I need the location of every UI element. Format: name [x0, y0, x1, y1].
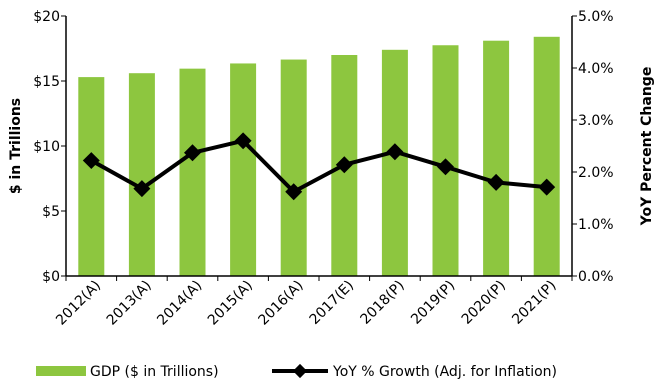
left-tick-label: $5: [42, 204, 60, 220]
left-tick-label: $10: [33, 139, 60, 155]
growth-point-marker: [538, 178, 556, 196]
right-tick-label: 2.0%: [578, 165, 614, 181]
right-axis-title: YoY Percent Change: [639, 67, 655, 227]
legend-label-growth: YoY % Growth (Adj. for Inflation): [332, 364, 557, 380]
category-label: 2018(P): [358, 278, 408, 328]
category-labels: 2012(A) 2013(A) 2014(A) 2015(A) 2016(A) 2017(…: [53, 278, 559, 329]
gdp-bars: [78, 36, 560, 277]
category-label: 2014(A): [154, 278, 205, 329]
right-tick-label: 4.0%: [578, 61, 614, 77]
gdp-bar: [230, 63, 257, 277]
gdp-bar: [128, 73, 155, 276]
category-label: 2015(A): [205, 278, 256, 329]
right-tick-label: 3.0%: [578, 113, 614, 129]
gdp-bar: [381, 49, 408, 276]
growth-point-marker: [285, 183, 303, 201]
axis-tick-labels: $0 $5 $10 $15 $20 0.0% 1.0% 2.0% 3.0% 4.0% 5.0%: [33, 9, 613, 285]
growth-line-series: [82, 132, 556, 201]
legend-label-gdp: GDP ($ in Trillions): [90, 364, 219, 380]
left-tick-label: $15: [33, 74, 60, 90]
category-label: 2012(A): [53, 278, 104, 329]
chart-legend: GDP ($ in Trillions) YoY % Growth (Adj. …: [36, 363, 557, 380]
gdp-bar: [78, 77, 105, 276]
category-label: 2021(P): [509, 278, 559, 328]
right-tick-label: 0.0%: [578, 269, 614, 285]
growth-point-marker: [82, 152, 100, 170]
chart-axes: [61, 15, 577, 281]
legend-marker-growth: [292, 363, 308, 379]
category-label: 2016(A): [256, 278, 307, 329]
gdp-bar: [179, 68, 206, 277]
growth-line: [90, 138, 547, 194]
growth-point-marker: [335, 156, 353, 174]
category-label: 2017(E): [307, 278, 357, 328]
growth-point-marker: [386, 143, 404, 161]
category-label: 2013(A): [104, 278, 155, 329]
legend-swatch-gdp: [36, 366, 86, 376]
gdp-bar: [280, 59, 307, 276]
growth-point-marker: [487, 173, 505, 191]
category-label: 2020(P): [459, 278, 509, 328]
category-label: 2019(P): [408, 278, 458, 328]
left-tick-label: $0: [42, 269, 60, 285]
gdp-bar: [533, 36, 560, 276]
growth-point-marker: [437, 158, 454, 176]
growth-point-marker: [234, 132, 252, 150]
left-axis-title: $ in Trillions: [8, 98, 24, 194]
right-tick-label: 1.0%: [578, 217, 614, 233]
growth-point-marker: [184, 144, 201, 162]
gdp-bar: [483, 40, 510, 277]
left-tick-label: $20: [33, 9, 60, 25]
right-tick-label: 5.0%: [578, 9, 614, 25]
growth-point-marker: [133, 180, 151, 198]
